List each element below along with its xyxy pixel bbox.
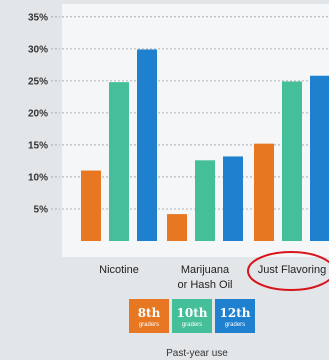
bar — [137, 49, 157, 241]
x-axis-ticks: Nicotine Marijuana or Hash Oil Just Flavori… — [99, 264, 326, 291]
x-tick-label: Just Flavoring — [258, 264, 326, 276]
bar — [167, 214, 187, 241]
bar — [282, 81, 302, 241]
bars — [81, 49, 329, 242]
y-tick-label: 10% — [28, 172, 48, 183]
legend-swatch — [129, 299, 169, 333]
bar — [254, 143, 274, 241]
highlight-circle — [247, 251, 329, 291]
legend-label: 10th — [177, 306, 208, 320]
y-tick-label: 20% — [28, 108, 48, 119]
legend-sublabel: graders — [139, 322, 159, 328]
y-tick-label: 35% — [28, 12, 48, 23]
legend-sublabel: graders — [182, 322, 202, 328]
legend-label: 12th — [220, 306, 251, 320]
bar — [81, 170, 101, 241]
y-tick-label: 5% — [34, 204, 49, 215]
footnote: Past-year use — [166, 348, 228, 359]
y-tick-label: 30% — [28, 44, 48, 55]
legend-sublabel: graders — [225, 322, 245, 328]
x-tick-label: or Hash Oil — [177, 279, 232, 291]
bar — [223, 156, 243, 241]
x-tick-label: Nicotine — [99, 264, 139, 276]
x-tick-label: Marijuana — [181, 264, 230, 276]
legend: 8th graders 10th graders 12th graders — [129, 299, 255, 333]
bar — [310, 75, 329, 241]
legend-label: 8th — [138, 306, 161, 320]
bar — [109, 82, 129, 242]
legend-swatch — [215, 299, 255, 333]
bar — [195, 160, 215, 241]
y-axis-ticks: 5% 10% 15% 20% 25% 30% 35% — [28, 12, 60, 215]
y-tick-label: 15% — [28, 140, 48, 151]
legend-swatch — [172, 299, 212, 333]
y-tick-label: 25% — [28, 76, 48, 87]
